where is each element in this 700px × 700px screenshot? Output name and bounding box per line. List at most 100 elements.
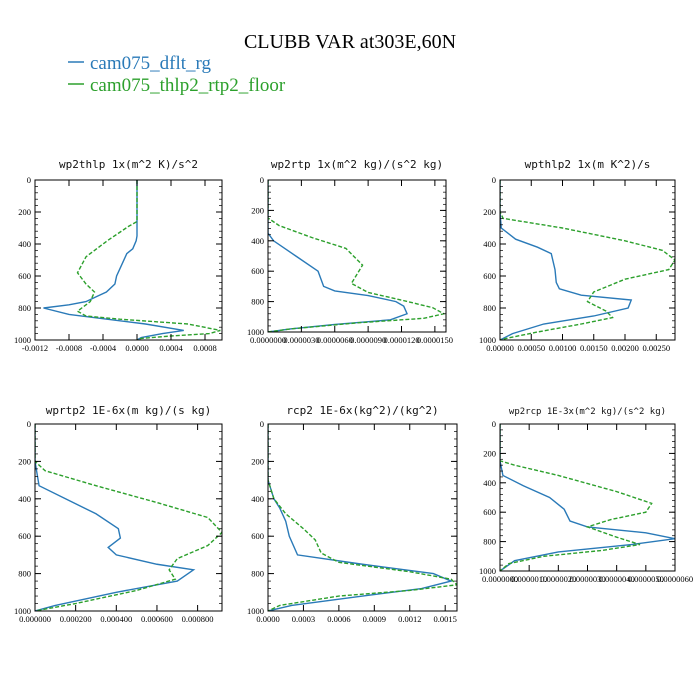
y-tick-label: 200	[251, 205, 264, 215]
x-tick-label: 0.0000150	[417, 335, 453, 345]
x-tick-label: 0.0000030	[283, 335, 319, 345]
panel-2: wp2rtp 1x(m^2 kg)/(s^2 kg) 0 200 400 600 800 1…	[247, 158, 453, 345]
x-tick-label: 0.0000020	[540, 574, 576, 584]
x-tick-label: 0.0000010	[511, 574, 547, 584]
panel-title: wp2rtp 1x(m^2 kg)/(s^2 kg)	[271, 158, 443, 171]
y-tick-label: 200	[18, 207, 31, 217]
panel-6: wp2rcp 1E-3x(m^2 kg)/(s^2 kg) 0 200 400 600 8…	[479, 407, 693, 584]
y-tick-label: 400	[483, 478, 496, 488]
x-tick-label: 0.0000050	[628, 574, 664, 584]
x-tick-label: 0.0000000	[250, 335, 286, 345]
series-line-dflt	[268, 180, 409, 332]
x-tick-label: 0.0009	[363, 614, 386, 624]
y-tick-label: 1000	[247, 606, 264, 616]
y-tick-label: 200	[483, 207, 496, 217]
series-line-floor	[76, 180, 221, 340]
panel-1: wp2thlp 1x(m^2 K)/s^202004006008001000-0…	[14, 158, 223, 353]
x-tick-label: 0.0004	[159, 343, 183, 353]
x-tick-label: 0.00100	[549, 343, 577, 353]
y-tick-label: 800	[483, 537, 496, 547]
panel-4: wprtp2 1E-6x(m kg)/(s kg) 0 200 400 600 800 10…	[14, 404, 223, 624]
y-tick-label: 200	[251, 456, 264, 466]
x-tick-label: 0.000200	[60, 614, 92, 624]
y-tick-label: 600	[18, 271, 31, 281]
y-tick-label: 1000	[479, 566, 496, 576]
series-line-dflt	[500, 424, 675, 571]
x-tick-label: 0.0012	[398, 614, 421, 624]
y-tick-label: 800	[483, 303, 496, 313]
y-tick-label: 400	[483, 239, 496, 249]
x-tick-label: -0.0012	[22, 343, 48, 353]
y-tick-label: 400	[18, 494, 31, 504]
x-tick-label: 0.00050	[517, 343, 545, 353]
x-tick-label: 0.000000	[19, 614, 51, 624]
plot-frame	[499, 179, 676, 341]
x-tick-label: -0.0004	[90, 343, 117, 353]
panel-title: wp2rcp 1E-3x(m^2 kg)/(s^2 kg)	[509, 407, 666, 417]
y-tick-label: 0	[260, 419, 264, 429]
x-tick-label: 0.0000060	[317, 335, 353, 345]
y-tick-label: 1000	[479, 335, 496, 345]
x-tick-label: 0.0000040	[599, 574, 635, 584]
y-tick-label: 0	[492, 175, 496, 185]
series-line-floor	[35, 424, 222, 611]
x-tick-label: 0.00250	[642, 343, 670, 353]
x-tick-label: 0.00000	[486, 343, 514, 353]
panel-title: wp2thlp 1x(m^2 K)/s^2	[59, 158, 198, 171]
panel-title: wpthlp2 1x(m K^2)/s	[525, 158, 651, 171]
x-tick-label: 0.00200	[611, 343, 639, 353]
x-tick-label: 0.00150	[580, 343, 608, 353]
plot-frame	[34, 179, 223, 341]
y-tick-label: 1000	[14, 335, 31, 345]
y-tick-label: 0	[492, 419, 496, 429]
x-tick-label: 0.0000060	[657, 574, 693, 584]
y-tick-label: 800	[18, 303, 31, 313]
y-tick-label: 200	[483, 448, 496, 458]
y-tick-label: 600	[251, 531, 264, 541]
y-tick-label: 200	[18, 456, 31, 466]
series-line-floor	[268, 180, 446, 332]
series-line-dflt	[500, 180, 633, 340]
x-tick-label: 0.0015	[434, 614, 457, 624]
y-tick-label: 0	[27, 419, 31, 429]
y-tick-label: 1000	[14, 606, 31, 616]
y-tick-label: 600	[483, 271, 496, 281]
x-tick-label: 0.000400	[100, 614, 132, 624]
y-tick-label: 800	[251, 569, 264, 579]
x-tick-label: 0.000800	[182, 614, 214, 624]
figure-title: CLUBB VAR at303E,60N	[244, 31, 456, 53]
x-tick-label: 0.0000090	[350, 335, 386, 345]
x-tick-label: 0.0000	[256, 614, 279, 624]
y-tick-label: 800	[18, 569, 31, 579]
series-line-floor	[500, 180, 675, 340]
x-tick-label: 0.0000030	[569, 574, 605, 584]
x-tick-label: 0.0003	[292, 614, 315, 624]
legend: cam075_dflt_rg cam075_thlp2_rtp2_floor	[68, 53, 286, 96]
plot-frame	[34, 423, 223, 612]
x-tick-label: 0.0000000	[482, 574, 518, 584]
y-tick-label: 600	[251, 266, 264, 276]
legend-label-floor: cam075_thlp2_rtp2_floor	[90, 75, 286, 96]
series-line-floor	[500, 424, 653, 571]
y-tick-label: 400	[251, 494, 264, 504]
y-tick-label: 400	[18, 239, 31, 249]
x-tick-label: 0.0000120	[383, 335, 419, 345]
x-tick-label: 0.0000	[125, 343, 148, 353]
series-line-dflt	[35, 424, 196, 611]
panel-title: wprtp2 1E-6x(m kg)/(s kg)	[46, 404, 212, 417]
panel-5: rcp2 1E-6x(kg^2)/(kg^2) 0 200 400 600 800 1000…	[247, 404, 458, 624]
series-line-dflt	[268, 424, 454, 611]
x-tick-label: 0.000600	[141, 614, 173, 624]
x-tick-label: 0.0008	[193, 343, 216, 353]
x-tick-label: 0.0006	[327, 614, 350, 624]
series-line-dflt	[43, 180, 184, 340]
y-tick-label: 0	[260, 175, 264, 185]
y-tick-label: 400	[251, 236, 264, 246]
y-tick-label: 600	[18, 531, 31, 541]
series-line-floor	[268, 424, 457, 611]
panel-3: wpthlp2 1x(m K^2)/s020040060080010000.00…	[479, 158, 676, 353]
x-tick-label: -0.0008	[56, 343, 82, 353]
y-tick-label: 0	[27, 175, 31, 185]
